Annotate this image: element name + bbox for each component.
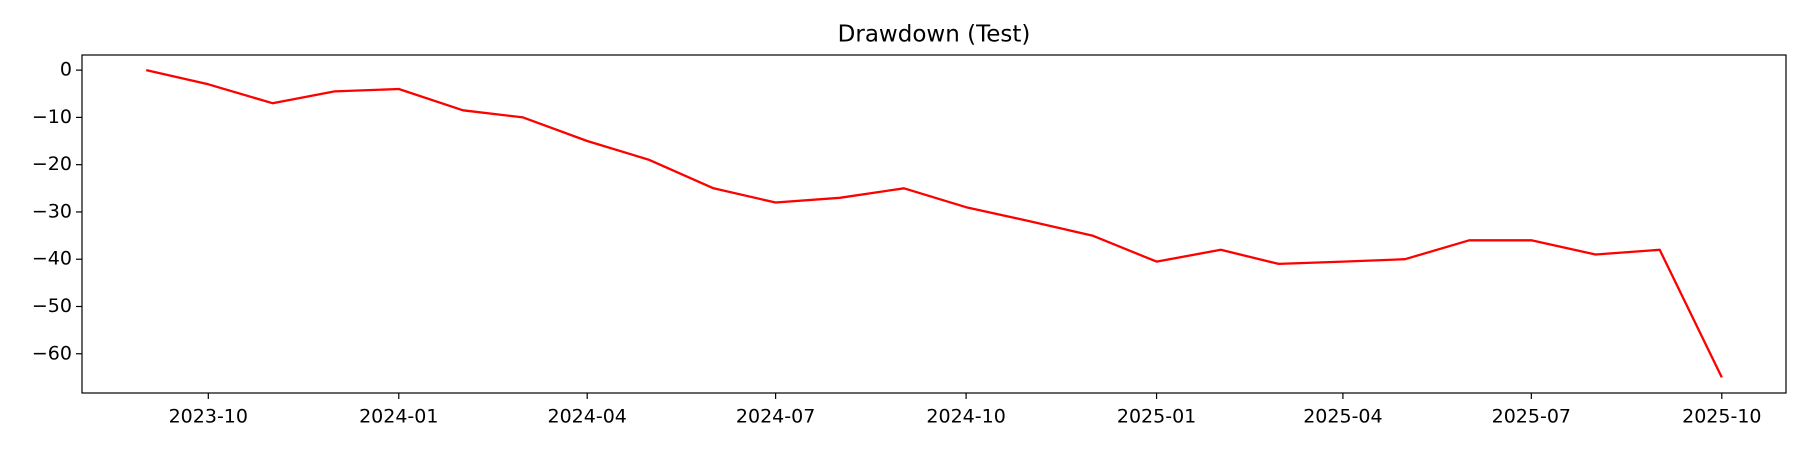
x-tick-label: 2025-01 (1117, 406, 1196, 428)
y-tick-label: −40 (32, 248, 72, 270)
y-tick-label: −60 (32, 342, 72, 364)
x-tick-label: 2024-07 (736, 406, 815, 428)
x-tick-label: 2025-07 (1492, 406, 1571, 428)
x-tick-label: 2025-10 (1682, 406, 1761, 428)
y-tick-label: −50 (32, 295, 72, 317)
y-tick-label: 0 (60, 59, 72, 81)
drawdown-line (145, 68, 1723, 378)
y-tick-label: −20 (32, 153, 72, 175)
x-tick-label: 2024-04 (548, 406, 627, 428)
x-tick-label: 2025-04 (1303, 406, 1382, 428)
y-tick-label: −30 (32, 200, 72, 222)
y-tick-label: −10 (32, 106, 72, 128)
x-tick-label: 2024-01 (359, 406, 438, 428)
x-tick-label: 2023-10 (169, 406, 248, 428)
chart-title: Drawdown (Test) (838, 22, 1031, 48)
x-tick-label: 2024-10 (926, 406, 1005, 428)
plot-frame (81, 54, 1787, 394)
